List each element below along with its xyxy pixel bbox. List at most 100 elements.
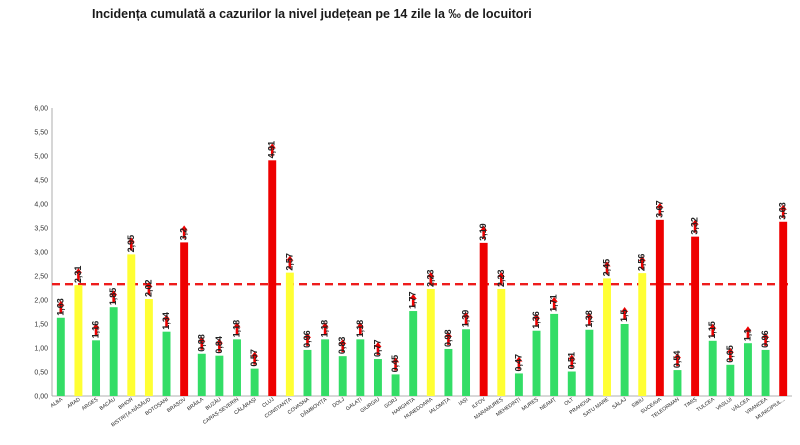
arrow-head bbox=[480, 225, 488, 231]
up-arrow-icon bbox=[145, 282, 153, 296]
bar bbox=[514, 373, 523, 396]
up-arrow-icon bbox=[656, 202, 664, 216]
bar bbox=[321, 339, 330, 396]
bar bbox=[215, 355, 224, 396]
data-label: 2,45 bbox=[602, 259, 612, 277]
arrow-head bbox=[409, 294, 417, 300]
data-label: 3,19 bbox=[478, 223, 488, 241]
arrow-head bbox=[761, 332, 770, 338]
up-arrow-icon bbox=[621, 307, 629, 320]
bar bbox=[303, 349, 312, 396]
y-tick-label: 0,50 bbox=[34, 370, 48, 377]
arrow-head bbox=[74, 268, 83, 274]
arrow-head bbox=[638, 256, 646, 262]
arrow-head bbox=[603, 261, 611, 267]
data-label: 0,47 bbox=[513, 354, 523, 372]
bar bbox=[250, 368, 259, 396]
bar bbox=[56, 317, 65, 396]
up-arrow-icon bbox=[515, 356, 523, 370]
y-tick-label: 1,50 bbox=[34, 322, 48, 329]
arrow-head bbox=[374, 342, 382, 348]
arrow-head bbox=[321, 322, 329, 328]
up-arrow-icon bbox=[74, 268, 83, 282]
up-arrow-icon bbox=[57, 300, 65, 314]
bar bbox=[109, 307, 118, 396]
up-arrow-icon bbox=[215, 338, 223, 352]
data-label: 1,63 bbox=[55, 298, 65, 316]
arrow-head bbox=[427, 271, 435, 277]
up-arrow-icon bbox=[339, 339, 347, 353]
data-label: 0,83 bbox=[337, 337, 347, 355]
arrow-head bbox=[339, 339, 347, 345]
data-label: 2,02 bbox=[143, 280, 153, 298]
up-arrow-icon bbox=[691, 219, 699, 233]
bar bbox=[74, 285, 83, 396]
arrow-head bbox=[391, 357, 400, 363]
bar bbox=[338, 356, 347, 396]
bar bbox=[92, 340, 101, 396]
bar bbox=[373, 359, 382, 396]
data-label: 1,16 bbox=[91, 321, 101, 339]
data-label: 1,71 bbox=[549, 294, 559, 312]
data-label: 3,2 bbox=[179, 228, 189, 241]
x-tick-label: TULCEA bbox=[696, 396, 717, 413]
up-arrow-icon bbox=[462, 312, 470, 326]
arrow-head bbox=[444, 331, 453, 337]
bar bbox=[462, 329, 471, 396]
x-tick-label: ALBA bbox=[50, 396, 65, 409]
arrow-head bbox=[779, 204, 787, 210]
up-arrow-icon bbox=[374, 342, 382, 356]
bar bbox=[268, 160, 277, 396]
data-label: 0,96 bbox=[760, 330, 770, 348]
arrow-head bbox=[127, 237, 135, 243]
data-label: 1,15 bbox=[707, 321, 717, 339]
y-tick-label: 4,00 bbox=[34, 202, 48, 209]
y-tick-label: 3,50 bbox=[34, 226, 48, 233]
arrow-head bbox=[162, 314, 171, 320]
up-arrow-icon bbox=[303, 332, 312, 346]
bar bbox=[726, 364, 735, 396]
bar bbox=[144, 299, 153, 396]
bar bbox=[426, 288, 435, 396]
arrow-head bbox=[744, 326, 752, 332]
arrow-head bbox=[356, 322, 364, 328]
up-arrow-icon bbox=[427, 271, 435, 285]
bar bbox=[162, 331, 171, 396]
arrow-head bbox=[233, 322, 241, 328]
arrow-head bbox=[585, 312, 593, 318]
data-label: 2,23 bbox=[425, 269, 435, 287]
bar bbox=[444, 348, 453, 396]
bar bbox=[127, 254, 136, 396]
x-tick-label: IAȘI bbox=[458, 397, 469, 408]
up-arrow-icon bbox=[444, 331, 453, 345]
x-tick-label: BRĂILA bbox=[186, 396, 206, 413]
up-arrow-icon bbox=[198, 336, 206, 350]
data-label: 0,88 bbox=[196, 334, 206, 352]
data-label: 0,45 bbox=[390, 355, 400, 373]
arrow-head bbox=[550, 296, 558, 302]
data-label: 1,39 bbox=[461, 310, 471, 328]
arrow-head bbox=[286, 255, 294, 261]
x-tick-label: BRAȘOV bbox=[166, 396, 188, 414]
arrow-head bbox=[497, 271, 505, 277]
up-arrow-icon bbox=[92, 323, 100, 337]
x-tick-label: OLT bbox=[564, 396, 576, 407]
up-arrow-icon bbox=[127, 237, 135, 251]
arrow-head bbox=[268, 143, 276, 149]
bar bbox=[567, 371, 576, 396]
y-tick-label: 5,50 bbox=[34, 130, 48, 137]
data-label: 1,34 bbox=[161, 312, 171, 330]
bar bbox=[761, 349, 770, 396]
up-arrow-icon bbox=[497, 271, 505, 285]
arrow-head bbox=[180, 225, 188, 231]
arrow-head bbox=[92, 323, 100, 329]
y-tick-label: 2,50 bbox=[34, 274, 48, 281]
data-label: 0,84 bbox=[214, 336, 224, 354]
up-arrow-icon bbox=[585, 312, 593, 326]
bar bbox=[638, 273, 647, 396]
data-label: 1,36 bbox=[531, 311, 541, 329]
arrow-head bbox=[251, 351, 259, 357]
y-tick-label: 4,50 bbox=[34, 178, 48, 185]
